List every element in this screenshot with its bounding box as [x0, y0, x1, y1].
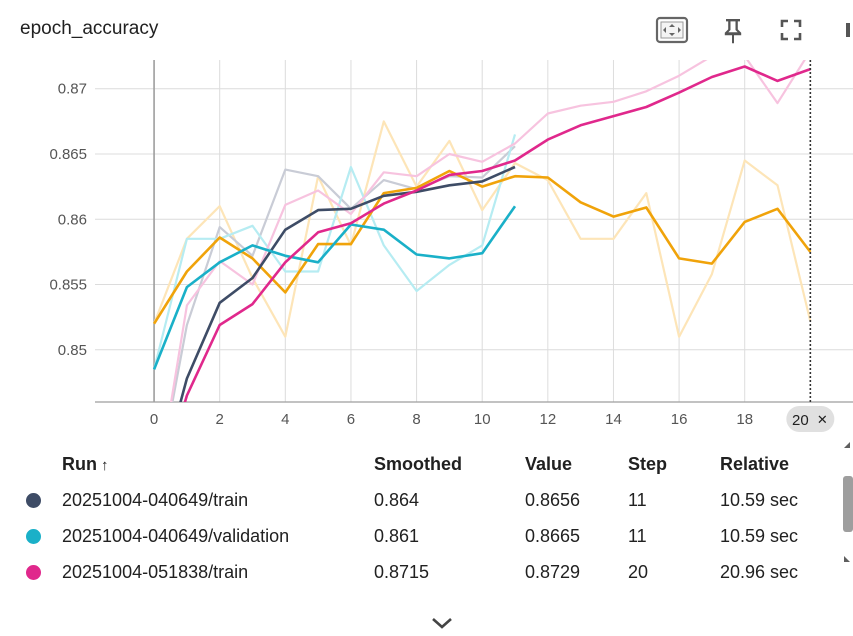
x-tick-label: 4 — [281, 411, 289, 428]
fullscreen-icon — [780, 19, 802, 41]
run-name: 20251004-040649/validation — [62, 525, 290, 546]
x-tick-label: 10 — [474, 411, 491, 428]
run-name: 20251004-040649/train — [62, 489, 249, 510]
y-tick-label: 0.85 — [58, 342, 87, 359]
step: 20 — [628, 561, 649, 582]
y-tick-label: 0.87 — [58, 81, 87, 98]
table-row: 20251004-051838/train 0.8715 0.8729 20 2… — [16, 554, 830, 590]
y-tick-label: 0.855 — [49, 277, 87, 294]
color-column-header — [16, 446, 62, 482]
x-tick-label: 0 — [150, 411, 158, 428]
run-name: 20251004-051838/train — [62, 561, 249, 582]
relative-time: 10.59 sec — [720, 525, 799, 546]
smoothed-value: 0.864 — [374, 489, 420, 510]
expand-button[interactable] — [430, 617, 454, 636]
more-options-button[interactable] — [838, 14, 853, 46]
chevron-down-icon — [432, 618, 452, 629]
run-color-swatch — [26, 565, 41, 581]
x-tick-label: 18 — [736, 411, 753, 428]
plot-area — [95, 60, 853, 402]
fit-domain-icon — [655, 16, 689, 44]
accuracy-chart[interactable]: 0 2 4 6 8 10 12 14 16 18 0.85 0.855 0.86 0.865 0.87 20 ✕ — [0, 60, 853, 432]
hover-step-badge[interactable] — [786, 406, 835, 432]
x-tick-label: 16 — [671, 411, 688, 428]
runs-table: Run ↑ Smoothed Value Step Relative 202510… — [16, 446, 830, 590]
value: 0.8665 — [525, 525, 581, 546]
relative-column-header[interactable]: Relative — [720, 453, 790, 474]
table-scrollbar[interactable] — [838, 438, 853, 598]
table-header-row: Run ↑ Smoothed Value Step Relative — [16, 446, 830, 482]
smoothed-value: 0.861 — [374, 525, 420, 546]
step-column-header[interactable]: Step — [628, 453, 668, 474]
raw-series-line — [170, 60, 806, 402]
smoothed-value: 0.8715 — [374, 561, 430, 582]
x-tick-label: 2 — [216, 411, 224, 428]
more-options-icon — [846, 23, 850, 37]
smoothed-series-line — [179, 165, 516, 402]
run-column-header[interactable]: Run ↑ — [62, 446, 374, 482]
value-column-header[interactable]: Value — [525, 453, 573, 474]
table-row: 20251004-040649/train 0.864 0.8656 11 10… — [16, 482, 830, 518]
fit-domain-button[interactable] — [655, 14, 689, 46]
pin-button[interactable] — [716, 14, 750, 46]
chart-title: epoch_accuracy — [20, 18, 159, 39]
smoothed-column-header[interactable]: Smoothed — [374, 453, 462, 474]
table-row: 20251004-040649/validation 0.861 0.8665 … — [16, 518, 830, 554]
step: 11 — [628, 525, 647, 546]
hover-step-label: 20 — [792, 412, 809, 429]
relative-time: 20.96 sec — [720, 561, 799, 582]
y-tick-label: 0.86 — [58, 211, 87, 228]
close-icon[interactable]: ✕ — [817, 413, 828, 428]
smoothed-series-line — [183, 65, 811, 402]
y-tick-label: 0.865 — [49, 146, 87, 163]
x-tick-label: 12 — [539, 411, 556, 428]
raw-series-line — [153, 120, 812, 338]
run-color-swatch — [26, 493, 41, 509]
run-color-swatch — [26, 529, 41, 545]
step: 11 — [628, 489, 647, 510]
smoothed-series-line — [152, 205, 517, 370]
value: 0.8656 — [525, 489, 581, 510]
sort-ascending-icon: ↑ — [101, 456, 109, 474]
x-tick-label: 8 — [412, 411, 420, 428]
pin-icon — [724, 19, 742, 44]
relative-time: 10.59 sec — [720, 489, 799, 510]
fullscreen-button[interactable] — [774, 14, 808, 46]
smoothed-series-line — [152, 169, 812, 325]
x-tick-label: 14 — [605, 411, 622, 428]
x-tick-label: 6 — [347, 411, 355, 428]
raw-series-line — [153, 134, 517, 370]
run-header-label: Run — [62, 453, 97, 474]
value: 0.8729 — [525, 561, 581, 582]
